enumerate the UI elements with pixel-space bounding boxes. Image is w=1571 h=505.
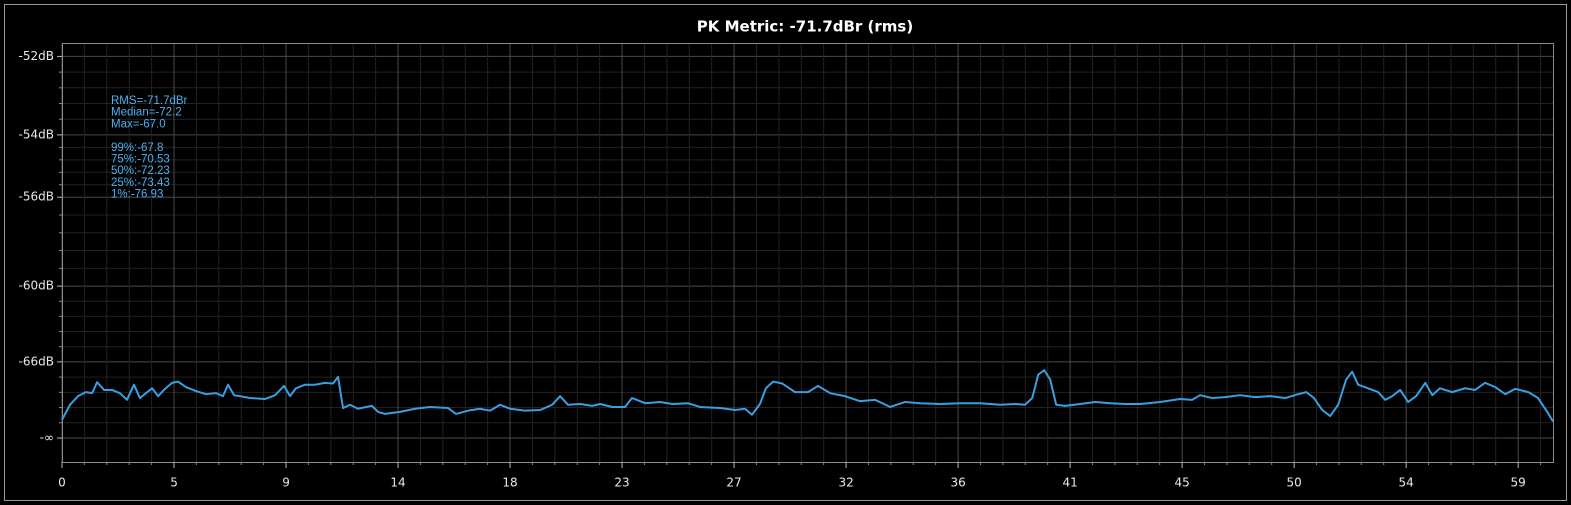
- x-tick-label: 32: [838, 476, 853, 490]
- grid: [61, 43, 1553, 462]
- x-tick-label: 27: [726, 476, 741, 490]
- plot-frame: [62, 43, 1554, 463]
- level-line: [61, 369, 1554, 423]
- stats-annotation: Max=-67.0: [111, 118, 166, 130]
- stats-annotation: 25%:-73.43: [111, 177, 170, 189]
- stats-annotation: 75%:-70.53: [111, 154, 170, 166]
- y-tick-label: -60dB: [19, 279, 54, 293]
- x-tick-label: 54: [1398, 476, 1413, 490]
- x-tick-label: 5: [170, 476, 178, 490]
- y-tick-label: -54dB: [19, 127, 54, 141]
- stats-annotation: 1%:-76.93: [111, 189, 163, 201]
- chart-title: PK Metric: -71.7dBr (rms): [697, 18, 913, 36]
- x-tick-label: 9: [282, 476, 290, 490]
- stats-annotation: RMS=-71.7dBr: [111, 95, 188, 107]
- x-tick-label: 36: [950, 476, 965, 490]
- x-tick-label: 18: [502, 476, 517, 490]
- y-tick-label: -66dB: [19, 354, 54, 368]
- x-tick-label: 14: [390, 476, 405, 490]
- x-tick-label: 45: [1174, 476, 1189, 490]
- y-tick-label: -∞: [40, 431, 54, 445]
- x-tick-label: 23: [614, 476, 629, 490]
- y-tick-label: -56dB: [19, 190, 54, 204]
- x-tick-label: 41: [1062, 476, 1077, 490]
- panel-frame: [4, 4, 1567, 501]
- x-tick-label: 50: [1286, 476, 1301, 490]
- x-tick-label: 59: [1511, 476, 1526, 490]
- y-tick-label: -52dB: [19, 49, 54, 63]
- stats-annotation: 50%:-72.23: [111, 165, 170, 177]
- stats-annotation: Median=-72.2: [111, 107, 182, 119]
- x-tick-label: 0: [58, 476, 66, 490]
- stats-annotation: 99%:-67.8: [111, 142, 163, 154]
